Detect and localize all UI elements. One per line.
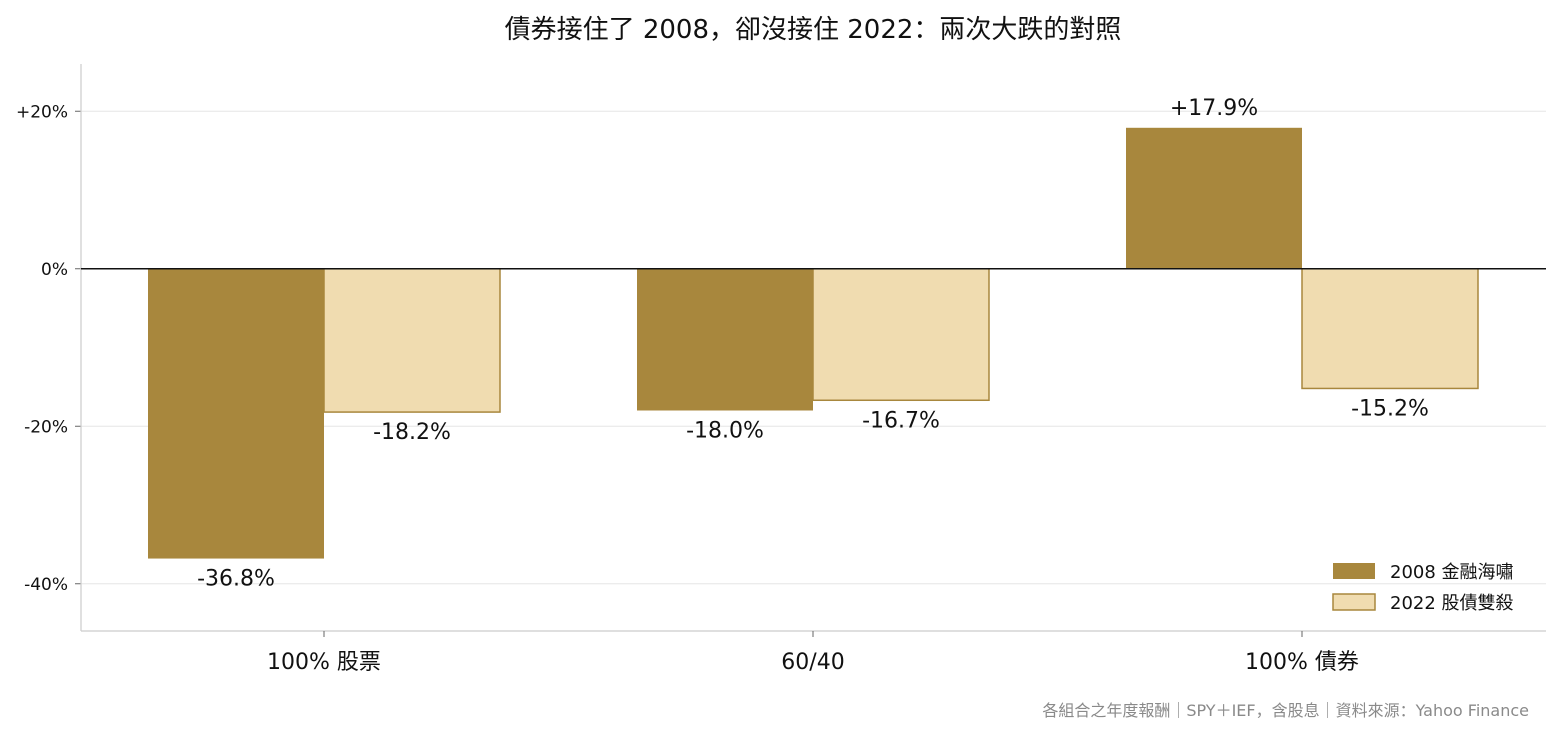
category-label: 100% 股票 (267, 650, 381, 675)
bar-value-label: +17.9% (1170, 96, 1258, 121)
legend-label-2022: 2022 股債雙殺 (1390, 593, 1514, 614)
y-tick-label: -20% (24, 417, 68, 437)
tick-labels: +20% 0% -20% -40% 100% 股票 60/40 100% 債券 (16, 102, 1359, 675)
legend-swatch-2008 (1333, 563, 1375, 579)
bar-value-label: -15.2% (1351, 396, 1429, 421)
bars (81, 127, 1546, 559)
y-tick-label: 0% (41, 260, 68, 280)
bar-value-label: -18.0% (686, 419, 764, 444)
source-note: 各組合之年度報酬｜SPY＋IEF，含股息｜資料來源：Yahoo Finance (1042, 701, 1529, 720)
grid-lines (81, 110, 1546, 585)
bar (637, 268, 813, 411)
bar-value-label: -36.8% (197, 567, 275, 592)
bar (323, 268, 501, 413)
chart-title: 債券接住了 2008，卻沒接住 2022：兩次大跌的對照 (505, 15, 1122, 45)
category-label: 100% 債券 (1245, 650, 1359, 675)
axes (75, 64, 1546, 637)
bar (812, 268, 990, 402)
y-tick-label: +20% (16, 102, 68, 122)
bar-value-label: -18.2% (373, 420, 451, 445)
data-labels: -36.8% -18.2% -18.0% -16.7% +17.9% -15.2% (197, 96, 1429, 592)
bar (1301, 268, 1479, 390)
legend-label-2008: 2008 金融海嘯 (1390, 562, 1514, 583)
bar (148, 268, 324, 559)
bar-value-label: -16.7% (862, 408, 940, 433)
y-tick-label: -40% (24, 575, 68, 595)
legend: 2008 金融海嘯 2022 股債雙殺 (1332, 562, 1514, 614)
bar (1126, 127, 1302, 269)
category-label: 60/40 (781, 650, 844, 675)
legend-swatch-2022 (1332, 593, 1376, 611)
